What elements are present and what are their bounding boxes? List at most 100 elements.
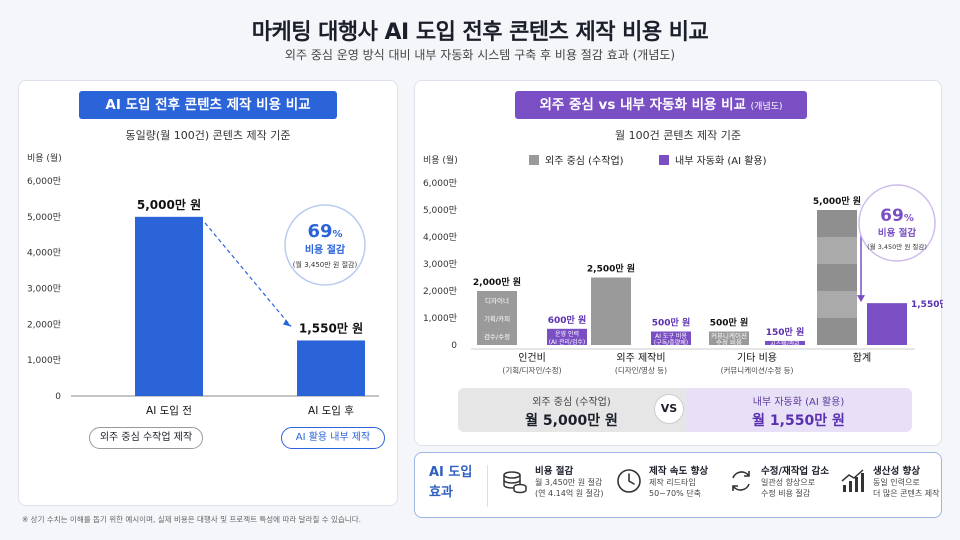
before-method-tag: 외주 중심 수작업 제작 <box>89 427 203 449</box>
growth-chart-icon <box>841 469 864 492</box>
savings-badge-circle <box>858 184 936 262</box>
segment-label: 검수/수정 <box>484 332 510 341</box>
bar-value-label: 500만 원 <box>652 317 690 329</box>
total-comparison: 외주 중심 (수작업) 월 5,000만 원 내부 자동화 (AI 활용) 월 … <box>458 388 912 432</box>
y-tick-label: 4,000만 <box>27 248 61 259</box>
cost-breakdown-chart: 비용 (월) 외주 중심 (수작업) 내부 자동화 (AI 활용) 0 1,000만 2,… <box>423 154 943 375</box>
right-panel-title: 외주 중심 vs 내부 자동화 비용 비교 (개념도) <box>515 91 807 119</box>
y-axis-label: 비용 (월) <box>423 154 458 166</box>
total-segment <box>817 210 857 237</box>
page-title: 마케팅 대행사 AI 도입 전후 콘텐츠 제작 비용 비교 <box>251 20 709 45</box>
bar-automation-1 <box>651 331 691 345</box>
compare-right-value: 월 1,550만 원 <box>752 413 845 429</box>
x-tick-sublabel: (디자인/영상 등) <box>615 365 667 375</box>
effect-cost-title: 비용 절감 <box>535 466 574 477</box>
total-arrow-head <box>857 295 865 303</box>
effects-label: AI 도입 효과 <box>429 465 473 500</box>
effect-cost-desc: 월 3,450만 원 절감 (연 4.14억 원 절감) <box>535 478 604 498</box>
bar-outsourcing-2 <box>709 331 749 345</box>
y-tick-label: 2,000만 <box>423 286 457 297</box>
effects-divider <box>487 465 488 507</box>
legend-swatch-automation <box>659 155 669 165</box>
bar-value-label: 600만 원 <box>548 314 586 326</box>
x-tick-label: 합계 <box>853 352 871 364</box>
x-tick-label: 기타 비용 <box>737 352 777 364</box>
savings-badge-label: 비용 절감 <box>878 227 917 239</box>
effect-productivity-title: 생산성 향상 <box>873 466 921 477</box>
bar-value-label: 2,000만 원 <box>473 276 521 288</box>
segment-label: 커뮤니케이션 <box>711 331 747 340</box>
x-tick-label: AI 도입 전 <box>146 404 192 417</box>
x-tick-label: 외주 제작비 <box>616 352 665 364</box>
refresh-icon <box>732 471 750 491</box>
reduction-arrow-line <box>204 222 292 327</box>
bar-automation-2 <box>765 340 805 345</box>
compare-left-value: 월 5,000만 원 <box>525 413 618 429</box>
clock-icon <box>617 469 641 493</box>
segment-label: (AI 관리/검수) <box>549 338 586 346</box>
reduction-arrow-head <box>283 319 291 327</box>
y-tick-label: 4,000만 <box>423 232 457 243</box>
y-tick-label: 5,000만 <box>27 212 61 223</box>
bar-automation-0 <box>547 328 587 345</box>
after-method-tag: AI 활용 내부 제작 <box>281 427 385 449</box>
x-tick-sublabel: (기획/디자인/수정) <box>502 365 561 375</box>
total-segment <box>817 291 857 318</box>
vs-badge: VS <box>654 394 684 424</box>
bar-value-label: 1,550만 원 <box>911 298 943 310</box>
y-tick-label: 5,000만 <box>423 205 457 216</box>
y-tick-label: 2,000만 <box>27 319 61 330</box>
segment-label: AI 도구 비용 <box>655 332 687 340</box>
bar-automation-3 <box>867 303 907 345</box>
left-panel-caption: 동일량(월 100건) 콘텐츠 제작 기준 <box>125 129 291 142</box>
footnote: ※ 상기 수치는 이해를 돕기 위한 예시이며, 실제 비용은 대행사 및 프로… <box>22 515 361 524</box>
y-tick-label: 0 <box>55 392 61 402</box>
bar-0 <box>135 216 203 396</box>
legend-label-outsourcing: 외주 중심 (수작업) <box>545 154 624 167</box>
legend-swatch-outsourcing <box>529 155 539 165</box>
effect-speed: 제작 속도 향상 제작 리드타임 50~70% 단축 <box>615 463 731 509</box>
savings-badge-sub: (월 3,450만 원 절감) <box>293 260 358 269</box>
legend-label-automation: 내부 자동화 (AI 활용) <box>675 154 767 167</box>
y-tick-label: 1,000만 <box>423 313 457 324</box>
effect-productivity: 생산성 향상 동일 인력으로 더 많은 콘텐츠 제작 <box>839 463 955 509</box>
effect-rework-title: 수정/재작업 감소 <box>761 466 829 477</box>
compare-automation: 내부 자동화 (AI 활용) 월 1,550만 원 <box>685 388 912 432</box>
segment-label: (구독/종량제) <box>654 339 688 347</box>
right-panel-title-small: (개념도) <box>750 102 783 112</box>
compare-outsourcing: 외주 중심 (수작업) 월 5,000만 원 <box>458 388 685 432</box>
effect-speed-title: 제작 속도 향상 <box>649 466 709 477</box>
effect-rework: 수정/재작업 감소 일관성 향상으로 수정 비용 절감 <box>727 463 843 509</box>
segment-label: 운영 인력 <box>555 330 579 338</box>
segment-label: 시스템/관리 <box>770 340 800 348</box>
y-tick-label: 6,000만 <box>27 176 61 187</box>
outsourcing-vs-automation-panel: 외주 중심 vs 내부 자동화 비용 비교 (개념도) 월 100건 콘텐츠 제… <box>414 80 943 446</box>
total-segment <box>817 237 857 264</box>
coins-icon <box>503 471 527 494</box>
x-tick-sublabel: (커뮤니케이션/수정 등) <box>721 365 794 375</box>
effect-cost: 비용 절감 월 3,450만 원 절감 (연 4.14억 원 절감) <box>501 463 617 509</box>
x-tick-label: 인건비 <box>518 352 546 364</box>
compare-left-label: 외주 중심 (수작업) <box>532 397 611 408</box>
page-subtitle: 외주 중심 운영 방식 대비 내부 자동화 시스템 구축 후 비용 절감 효과 … <box>284 48 676 62</box>
effect-productivity-desc: 동일 인력으로 더 많은 콘텐츠 제작 <box>873 478 940 498</box>
total-segment <box>817 318 857 345</box>
effect-speed-desc: 제작 리드타임 50~70% 단축 <box>649 478 701 498</box>
y-tick-label: 6,000만 <box>423 178 457 189</box>
y-tick-label: 1,000만 <box>27 355 61 366</box>
y-tick-label: 3,000만 <box>423 259 457 270</box>
ai-effects-panel: AI 도입 효과 비용 절감 월 3,450만 원 절감 (연 4.14억 원 … <box>414 452 942 518</box>
segment-label: 수정 비용 <box>716 338 742 347</box>
bar-outsourcing-1 <box>591 277 631 345</box>
right-panel-caption: 월 100건 콘텐츠 제작 기준 <box>614 129 742 142</box>
bar-value-label: 1,550만 원 <box>299 320 363 335</box>
y-tick-label: 3,000만 <box>27 284 61 295</box>
savings-badge-sub: (월 3,450만 원 절감) <box>867 242 927 251</box>
bar-outsourcing-0 <box>477 291 517 345</box>
bar-value-label: 5,000만 원 <box>137 197 201 212</box>
savings-badge-pct: 69% <box>307 221 342 242</box>
right-panel-title-text: 외주 중심 vs 내부 자동화 비용 비교 <box>539 97 746 113</box>
total-segment <box>817 264 857 291</box>
before-after-panel: AI 도입 전후 콘텐츠 제작 비용 비교 동일량(월 100건) 콘텐츠 제작… <box>18 80 398 506</box>
left-panel-title: AI 도입 전후 콘텐츠 제작 비용 비교 <box>79 91 337 119</box>
